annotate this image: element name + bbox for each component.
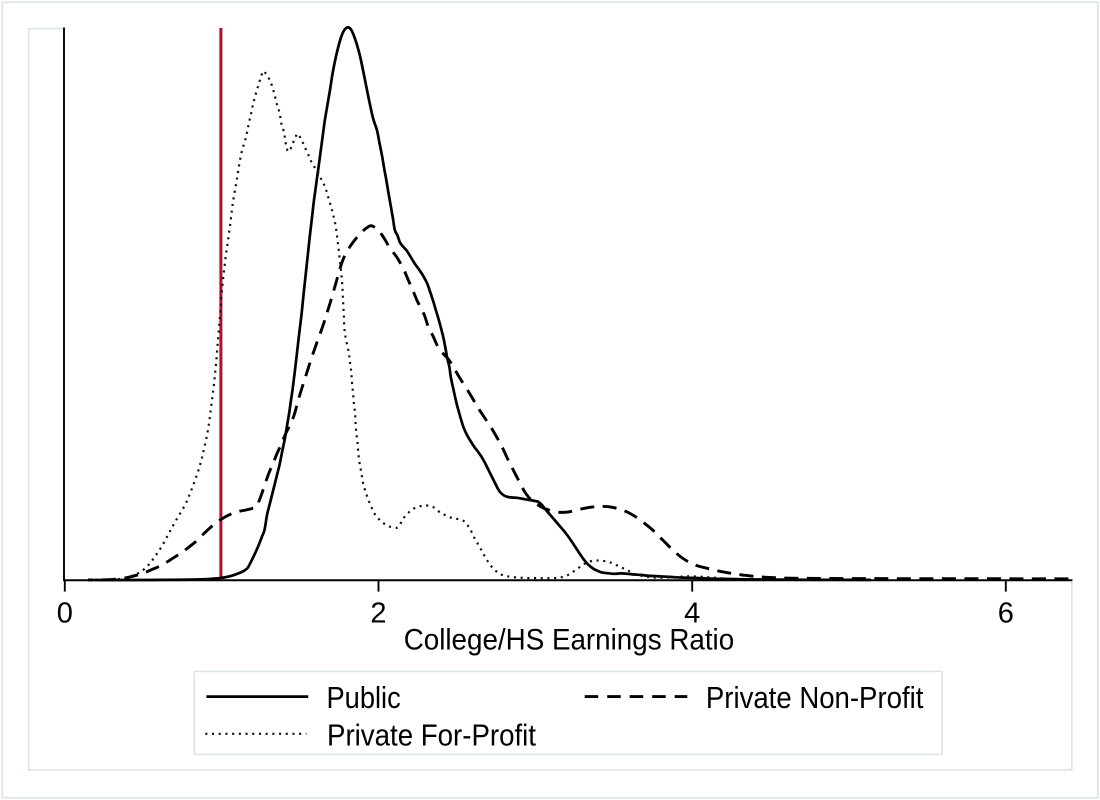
svg-text:0: 0 <box>57 598 73 630</box>
svg-text:College/HS Earnings Ratio: College/HS Earnings Ratio <box>404 624 735 657</box>
svg-text:Private For-Profit: Private For-Profit <box>327 720 537 753</box>
svg-text:Private Non-Profit: Private Non-Profit <box>706 682 924 715</box>
svg-text:4: 4 <box>684 598 700 630</box>
svg-text:2: 2 <box>370 598 386 630</box>
svg-text:Public: Public <box>327 682 401 715</box>
svg-text:6: 6 <box>998 598 1014 630</box>
